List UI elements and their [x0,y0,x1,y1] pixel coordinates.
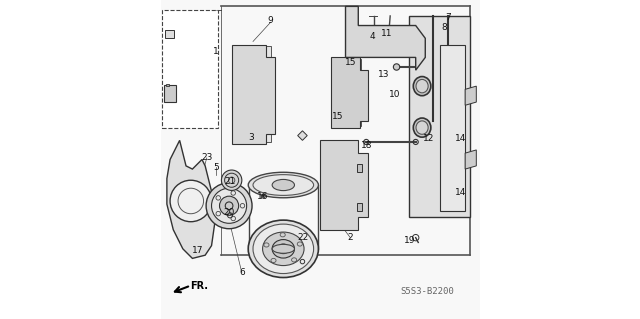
Polygon shape [465,150,476,169]
Text: 20: 20 [223,208,235,217]
Text: 18: 18 [360,141,372,150]
Text: 17: 17 [193,246,204,255]
Circle shape [170,180,212,222]
Bar [165,30,174,38]
Bar [164,85,176,102]
Text: 6: 6 [239,268,244,277]
Bar [166,84,170,86]
Text: 15: 15 [344,58,356,67]
Text: 21: 21 [225,177,236,186]
Bar [357,164,362,172]
Ellipse shape [262,232,304,265]
Text: 19: 19 [404,236,415,245]
Polygon shape [237,46,271,142]
Ellipse shape [413,77,431,96]
Text: 22: 22 [298,233,309,242]
Ellipse shape [272,244,294,253]
Polygon shape [320,140,368,230]
Polygon shape [334,59,362,126]
Text: FR.: FR. [190,281,208,291]
Text: 10: 10 [389,90,401,99]
Text: 11: 11 [381,29,393,38]
Text: 9: 9 [268,16,273,25]
Polygon shape [410,16,470,217]
Ellipse shape [272,240,294,258]
Text: 12: 12 [423,134,434,143]
Circle shape [394,64,400,70]
Bar [440,45,465,211]
Ellipse shape [272,179,294,191]
Ellipse shape [416,121,428,134]
Text: 4: 4 [370,32,376,41]
Circle shape [212,188,246,223]
Text: 8: 8 [442,23,447,32]
Ellipse shape [413,118,431,137]
Text: 1: 1 [214,47,219,56]
Ellipse shape [253,224,314,273]
Ellipse shape [248,220,319,278]
Circle shape [220,196,239,215]
Circle shape [221,170,242,190]
Text: 14: 14 [455,189,467,197]
Text: 15: 15 [332,112,343,121]
Ellipse shape [368,26,397,50]
Text: 13: 13 [378,70,390,79]
Ellipse shape [278,244,289,254]
Text: 3: 3 [248,133,254,142]
Polygon shape [167,140,215,258]
Text: S5S3-B2200: S5S3-B2200 [400,287,454,296]
Text: 14: 14 [455,134,467,143]
Ellipse shape [371,29,394,48]
Bar [357,203,362,211]
Polygon shape [298,131,307,140]
Polygon shape [465,86,476,105]
Circle shape [206,183,252,229]
Ellipse shape [416,79,428,93]
Text: 2: 2 [348,233,353,242]
Polygon shape [331,57,368,128]
Text: 5: 5 [214,163,219,172]
Ellipse shape [253,175,314,195]
Ellipse shape [248,172,319,198]
Text: 23: 23 [201,153,212,162]
Text: 16: 16 [257,192,268,201]
Polygon shape [323,142,356,228]
Text: 7: 7 [445,13,451,22]
Bar [162,10,218,128]
Polygon shape [346,6,425,70]
Polygon shape [232,45,275,144]
